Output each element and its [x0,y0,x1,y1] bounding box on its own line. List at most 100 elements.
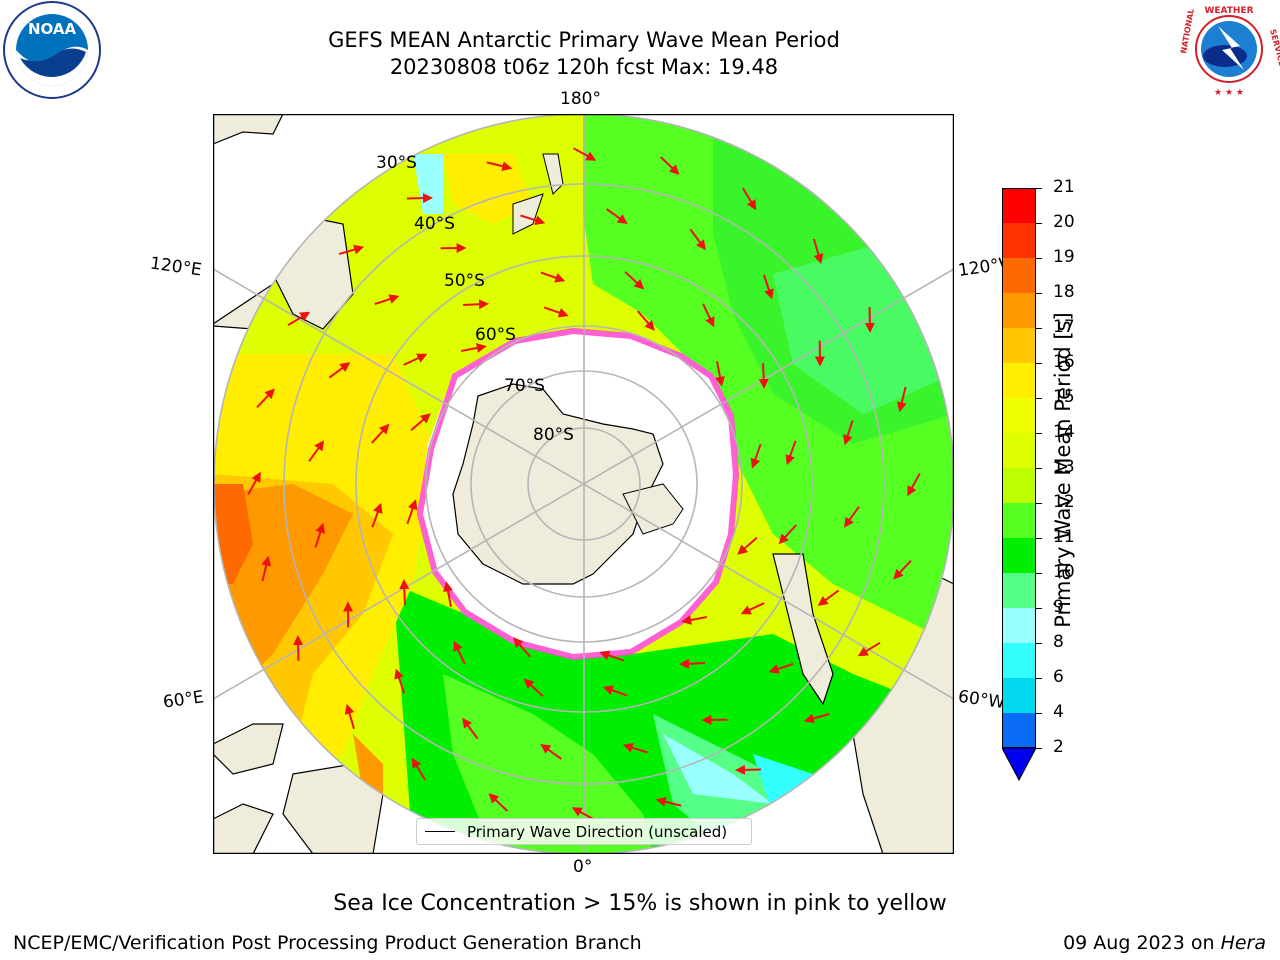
wave-arrow [406,499,418,525]
wave-arrow [857,641,881,657]
lon-label-0: 0° [573,857,593,877]
footer-date-text: 09 Aug 2023 on [1063,932,1215,954]
wave-arrow [737,537,758,555]
wave-arrow [762,274,774,300]
colorbar-segment [1002,608,1036,643]
colorbar-segment [1002,678,1036,713]
lat-label-30s: 30°S [376,153,417,173]
wave-arrow [602,685,628,697]
wave-arrow [461,343,487,353]
wave-arrow [540,743,562,760]
wave-arrow [371,423,390,444]
wave-arrow [247,471,261,495]
colorbar-tick-mark [1036,433,1042,434]
lat-label-60s: 60°S [475,325,516,345]
colorbar-tick-label: 18 [1053,282,1075,302]
colorbar-tick-label: 17 [1053,317,1075,337]
colorbar-tick-mark [1036,223,1042,224]
colorbar-segment [1002,573,1036,608]
colorbar-tick-label: 21 [1053,177,1075,197]
map-legend: Primary Wave Direction (unscaled) [416,818,752,845]
lon-label-60w: 60°W [956,686,1007,714]
wave-arrow [513,637,531,658]
colorbar-segment [1002,503,1036,538]
footer-credit: NCEP/EMC/Verification Post Processing Pr… [13,932,642,954]
wave-arrow [655,796,682,807]
lat-label-40s: 40°S [414,214,455,234]
wave-arrow [443,581,453,607]
svg-text:WEATHER: WEATHER [1204,6,1253,16]
wave-arrow [344,703,355,730]
colorbar-tick-mark [1036,468,1042,469]
colorbar-extend-triangle [1001,747,1037,782]
colorbar-segment [1002,538,1036,573]
wave-arrow [907,473,921,497]
wave-arrow [308,440,325,462]
wave-arrow [637,310,655,331]
wave-arrow [256,388,275,408]
wave-arrow [287,311,311,327]
wave-arrow [314,522,326,548]
colorbar-tick-label: 12 [1053,492,1075,512]
colorbar-tick-label: 4 [1053,702,1064,722]
colorbar-tick-mark [1036,258,1042,259]
wave-arrow [843,506,860,528]
colorbar [1001,188,1037,784]
colorbar-tick-label: 13 [1053,457,1075,477]
colorbar-segment [1002,258,1036,293]
footer-date: 09 Aug 2023 on Hera [1063,932,1266,954]
wave-arrow [338,244,365,255]
wave-arrow [864,306,875,333]
colorbar-frame [1002,188,1036,748]
wave-arrow [406,193,433,204]
colorbar-tick-label: 8 [1053,632,1064,652]
wave-arrow [803,713,830,724]
colorbar-segment [1002,433,1036,468]
wave-arrow [758,363,769,389]
wave-arrow [893,560,912,580]
colorbar-label: Primary Wave Mean Period [s] [1051,312,1075,628]
wave-arrow [606,208,628,225]
colorbar-tick-mark [1036,608,1042,609]
wave-arrow [453,640,466,665]
wave-arrow [740,602,765,615]
colorbar-tick-label: 6 [1053,667,1064,687]
colorbar-segment [1002,713,1036,748]
wave-arrow [702,303,715,328]
chart-title: GEFS MEAN Antarctic Primary Wave Mean Pe… [328,28,840,52]
colorbar-segment [1002,643,1036,678]
colorbar-tick-mark [1036,363,1042,364]
wave-arrow [371,502,383,528]
wave-arrow [785,440,797,466]
wave-arrow [622,742,648,754]
wave-arrow [540,271,566,283]
colorbar-segment [1002,188,1036,223]
wave-arrow [735,764,762,775]
colorbar-tick-mark [1036,573,1042,574]
svg-text:★ ★ ★: ★ ★ ★ [1214,88,1244,98]
wave-arrow [462,717,479,740]
lat-label-80s: 80°S [533,425,574,445]
colorbar-tick-mark [1036,188,1042,189]
colorbar-tick-mark [1036,398,1042,399]
lat-label-70s: 70°S [504,376,545,396]
lon-label-60e: 60°E [161,687,206,713]
colorbar-tick-label: 10 [1053,562,1075,582]
wave-arrow [520,214,546,226]
wave-arrow [624,271,645,290]
wave-arrow [813,238,824,265]
wave-arrow [374,294,400,306]
svg-text:SERVICE: SERVICE [1268,28,1280,67]
wave-arrow [328,362,351,379]
legend-line-swatch [425,831,455,832]
colorbar-segment [1002,468,1036,503]
wave-arrow [681,615,707,625]
nws-logo: WEATHER NATIONAL SERVICE ★ ★ ★ [1178,0,1280,100]
lat-label-50s: 50°S [444,271,485,291]
lon-label-180: 180° [560,89,601,109]
wave-arrow [543,306,569,318]
wave-arrow [750,443,762,469]
wave-arrow [599,650,625,662]
colorbar-segment [1002,363,1036,398]
wave-arrow [261,555,272,582]
